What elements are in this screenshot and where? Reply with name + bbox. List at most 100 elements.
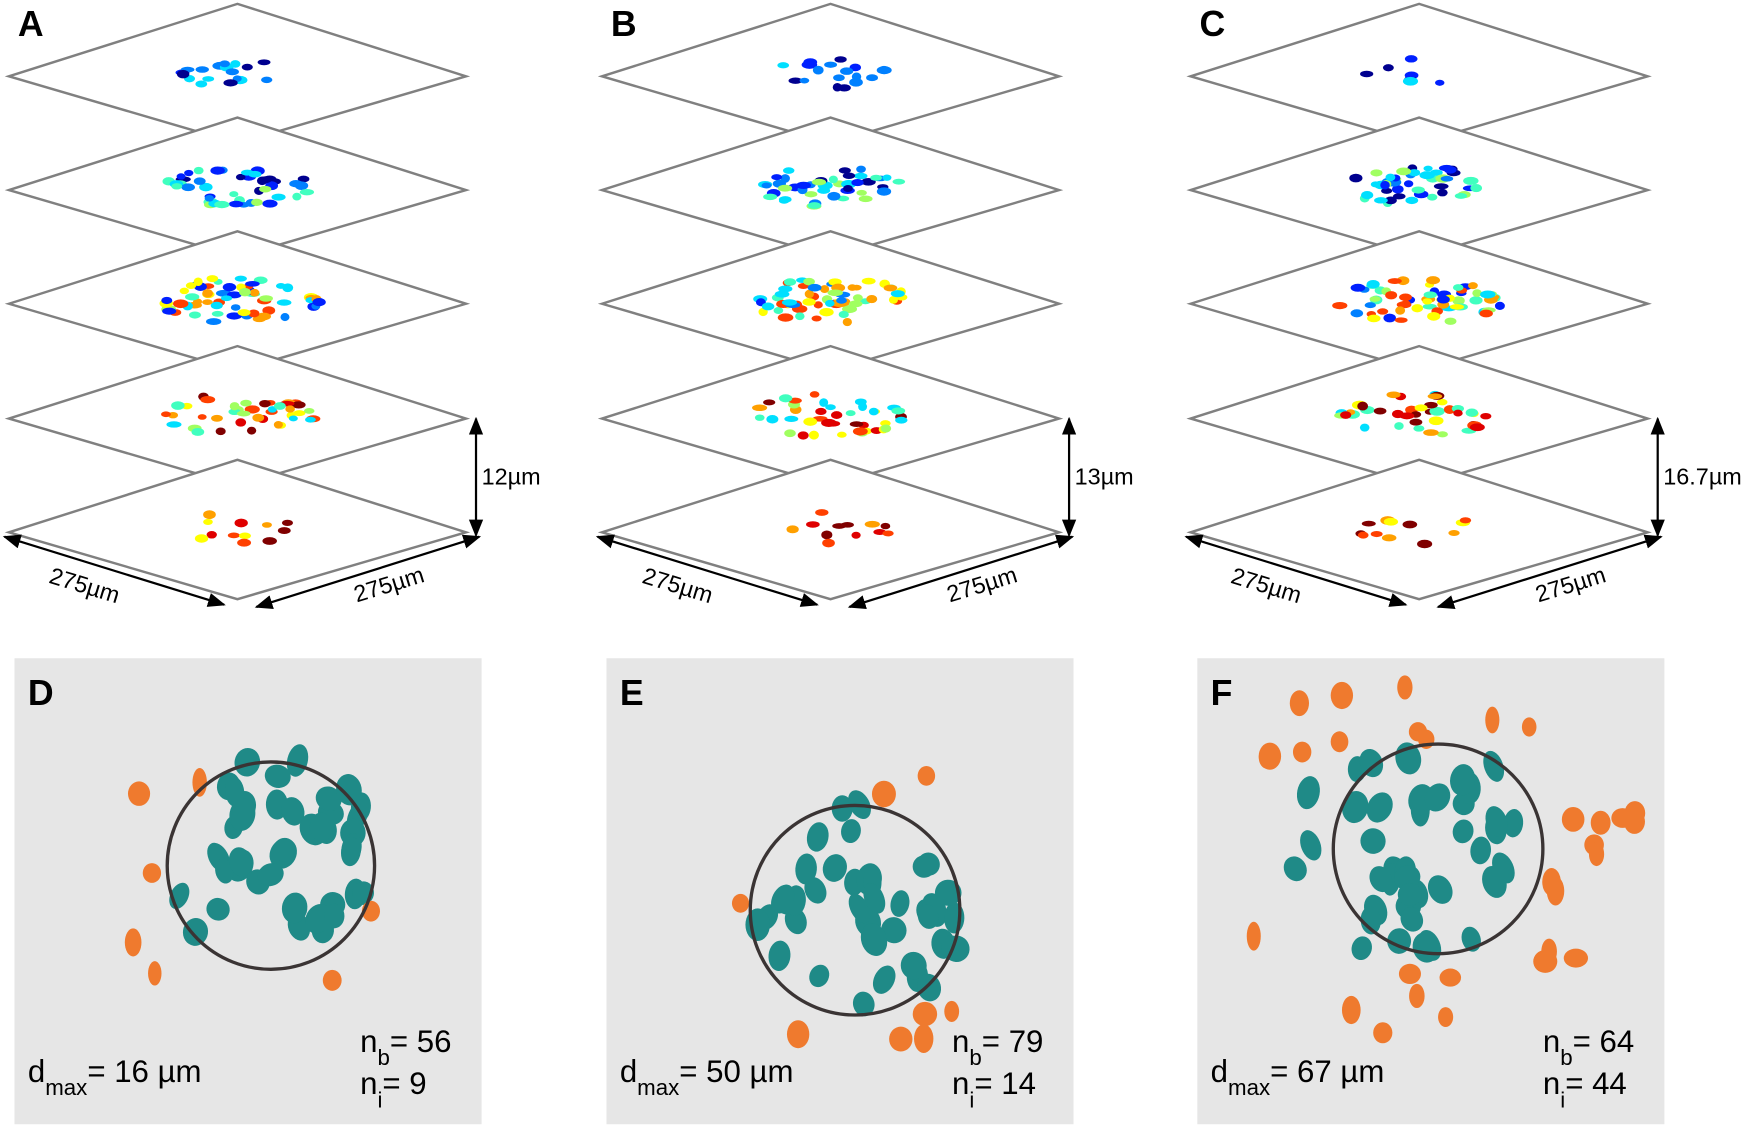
inner-cell: [281, 892, 308, 924]
cell-blob: [796, 181, 812, 190]
cell-blob: [1399, 293, 1412, 301]
cell-blob: [761, 182, 772, 189]
cell-blob: [845, 410, 856, 417]
cell-blob: [852, 427, 868, 436]
cell-blob: [1463, 176, 1479, 185]
height-label: 13µm: [1075, 463, 1134, 489]
cell-blob: [193, 166, 204, 175]
cell-blob: [222, 282, 237, 292]
cell-blob: [1350, 283, 1366, 292]
cell-blob: [820, 285, 830, 294]
cell-blob: [824, 61, 838, 68]
z-plane: [1186, 230, 1652, 372]
cell-blob: [1472, 289, 1482, 297]
outer-cell: [1561, 806, 1585, 832]
cell-blob: [161, 296, 173, 305]
cell-blob: [1454, 192, 1468, 199]
cell-blob: [179, 287, 190, 295]
cell-blob: [811, 178, 827, 186]
cell-blob: [1374, 197, 1388, 204]
inner-cell: [863, 883, 886, 914]
cell-blob: [838, 310, 849, 319]
cell-blob: [238, 532, 251, 540]
cell-blob: [194, 534, 209, 543]
cell-blob: [202, 76, 215, 82]
cell-blob: [197, 414, 207, 420]
cell-blob: [1382, 64, 1394, 72]
inner-cell: [309, 812, 334, 842]
cell-blob: [1349, 173, 1363, 183]
inner-cell: [872, 965, 896, 994]
cell-blob: [1367, 314, 1381, 323]
cell-blob: [777, 184, 793, 192]
cell-blob: [185, 282, 197, 289]
outer-cell: [1289, 690, 1310, 717]
cell-blob: [299, 188, 315, 196]
outer-cell: [889, 1026, 913, 1052]
panel-label: A: [18, 4, 44, 44]
cell-blob: [1443, 166, 1457, 174]
cell-blob: [176, 173, 186, 180]
cell-blob: [866, 294, 878, 304]
cell-blob: [1413, 425, 1425, 432]
cell-blob: [1373, 407, 1387, 415]
cell-blob: [1437, 188, 1448, 197]
cell-blob: [1444, 317, 1457, 325]
cell-blob: [235, 418, 247, 427]
cell-blob: [1448, 530, 1460, 536]
cell-blob: [202, 299, 213, 306]
outer-cell: [1409, 983, 1425, 1009]
inner-cell: [324, 903, 345, 929]
cell-blob: [778, 198, 790, 204]
cell-blob: [780, 174, 790, 183]
cell-blob: [1405, 196, 1419, 205]
cell-blob: [1370, 169, 1383, 177]
dmax-label: dmax= 50 µm: [620, 1054, 794, 1100]
cell-blob: [815, 509, 829, 516]
cell-blob: [1395, 306, 1406, 315]
cell-blob: [241, 63, 253, 71]
dmax-label: dmax= 16 µm: [28, 1054, 202, 1100]
cell-blob: [252, 413, 265, 422]
inner-cell: [206, 897, 230, 921]
cell-blob: [836, 297, 847, 304]
cell-blob: [802, 298, 816, 306]
cell-blob: [237, 309, 251, 317]
cell-blob: [1385, 173, 1396, 182]
cell-blob: [763, 399, 776, 406]
inner-cell: [1470, 836, 1492, 865]
inner-cell: [1397, 883, 1422, 906]
cell-blob: [809, 391, 820, 398]
inner-cell: [809, 964, 830, 988]
fit-circle: [1331, 742, 1545, 956]
cell-blob: [766, 414, 779, 424]
cell-blob: [236, 410, 251, 417]
cell-blob: [1469, 296, 1483, 305]
inner-cell: [1360, 828, 1386, 854]
outer-cell: [148, 961, 162, 986]
cell-blob: [795, 312, 805, 321]
ni-label: ni= 44: [1543, 1066, 1627, 1112]
cell-blob: [882, 530, 894, 537]
cell-blob: [1392, 193, 1406, 200]
cell-blob: [1479, 309, 1493, 318]
cell-blob: [1449, 304, 1465, 310]
cell-blob: [828, 175, 838, 184]
inner-cell: [1424, 783, 1451, 812]
inner-cell: [1360, 906, 1381, 935]
cell-blob: [761, 302, 775, 311]
cell-blob: [1381, 187, 1393, 194]
outer-cell: [1590, 810, 1611, 835]
nb-label: nb= 56: [360, 1024, 451, 1070]
inner-cell: [804, 877, 827, 904]
cell-blob: [1437, 431, 1448, 438]
cell-blob: [1453, 409, 1463, 417]
cell-blob: [799, 77, 810, 84]
cell-blob: [811, 315, 822, 322]
cell-blob: [206, 275, 219, 283]
panel-label: F: [1211, 673, 1233, 713]
inner-cell: [917, 904, 939, 929]
